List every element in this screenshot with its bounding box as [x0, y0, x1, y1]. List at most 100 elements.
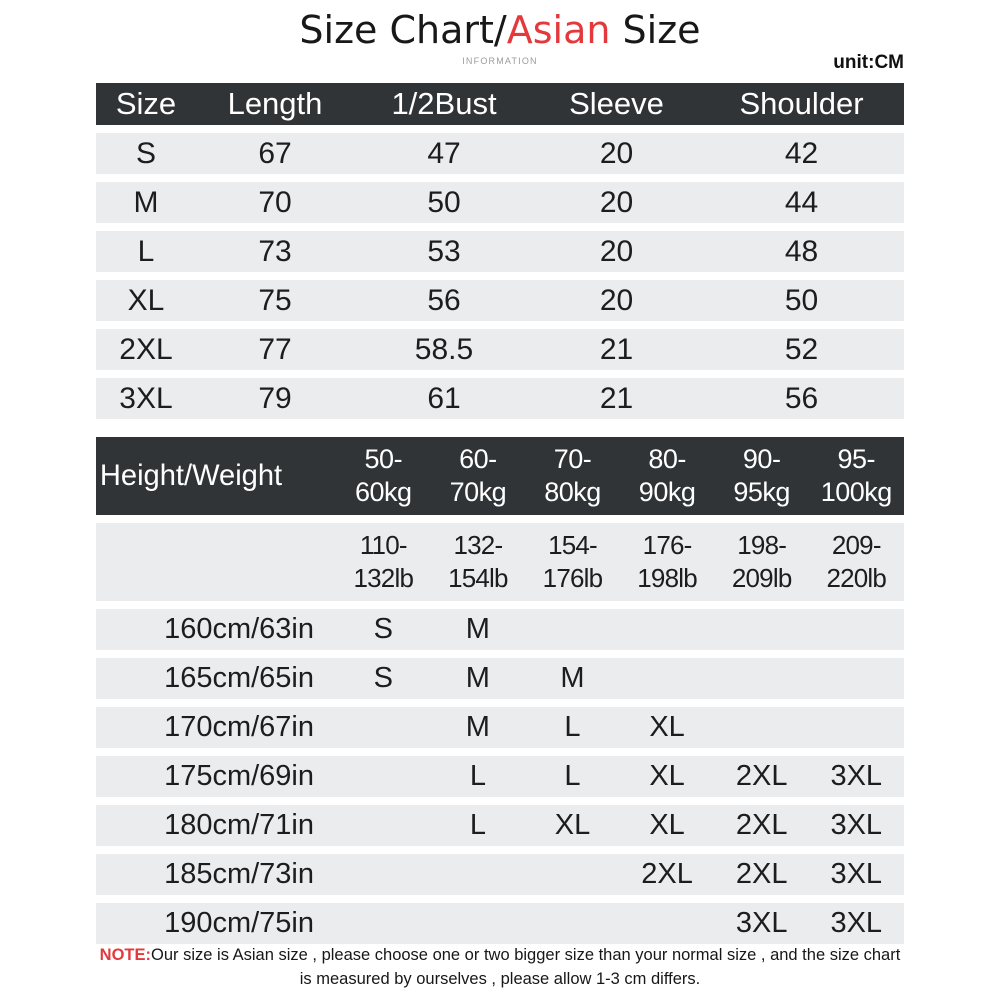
cell-height: 185cm/73in [164, 858, 314, 890]
column-header-weight-lb: 176- 198lb [637, 530, 697, 593]
unit-label: unit:CM [833, 52, 904, 73]
row-divider [96, 699, 904, 707]
fit-table-header-row: Height/Weight 50- 60kg 60- 70kg 70- 80kg 80… [96, 437, 904, 515]
row-divider [96, 515, 904, 523]
column-header-sleeve: Sleeve [569, 86, 664, 121]
cell-height: 180cm/71in [164, 809, 314, 841]
column-header-weight-kg: 70- 80kg [544, 444, 601, 507]
cell-fit-size: 2XL [735, 760, 788, 792]
column-header-size: Size [115, 86, 177, 121]
cell-size: 3XL [119, 381, 173, 415]
cell-size: S [135, 136, 156, 170]
cell-fit-size: L [469, 760, 486, 792]
table-row: 170cm/67in M L XL [96, 707, 904, 748]
row-divider [96, 846, 904, 854]
cell-half-bust: 47 [427, 136, 461, 170]
title-accent-text: Asian [506, 8, 611, 52]
column-header-weight-lb: 110- 132lb [353, 530, 414, 593]
size-measurement-table: Size Length 1/2Bust Sleeve Shoulder S 67… [96, 83, 904, 419]
title-main-text: Size Chart/ [299, 8, 507, 52]
cell-half-bust: 53 [427, 234, 461, 268]
column-header-weight-kg: 90- 95kg [733, 444, 790, 507]
cell-length: 73 [258, 234, 292, 268]
cell-sleeve: 20 [599, 234, 634, 268]
table-header-row: Size Length 1/2Bust Sleeve Shoulder [96, 83, 904, 125]
column-header-weight-lb: 209- 220lb [826, 530, 887, 593]
cell-shoulder: 56 [784, 381, 819, 415]
row-divider [96, 601, 904, 609]
page-subtitle: INFORMATION [462, 56, 538, 66]
table-row: 190cm/75in 3XL 3XL [96, 903, 904, 944]
cell-fit-size: 3XL [830, 858, 883, 890]
cell-half-bust: 50 [427, 185, 461, 219]
row-divider [96, 895, 904, 903]
table-row: 3XL 79 61 21 56 [96, 378, 904, 419]
table-row: M 70 50 20 44 [96, 182, 904, 223]
row-divider [96, 223, 904, 231]
table-row: 185cm/73in 2XL 2XL 3XL [96, 854, 904, 895]
cell-fit-size: 3XL [830, 760, 883, 792]
cell-fit-size: 3XL [830, 907, 883, 939]
cell-shoulder: 50 [784, 283, 819, 317]
table-row: 160cm/63in S M [96, 609, 904, 650]
cell-fit-size: 2XL [735, 858, 788, 890]
cell-length: 77 [258, 332, 292, 366]
cell-fit-size: 3XL [735, 907, 788, 939]
cell-sleeve: 20 [599, 136, 634, 170]
cell-fit-size: M [465, 711, 490, 743]
table-row: 165cm/65in S M M [96, 658, 904, 699]
cell-half-bust: 56 [427, 283, 461, 317]
row-divider [96, 370, 904, 378]
note-text: Our size is Asian size , please choose o… [151, 946, 901, 988]
cell-fit-size: L [469, 809, 486, 841]
row-divider [96, 272, 904, 280]
cell-sleeve: 21 [599, 332, 634, 366]
title-tail-text: Size [610, 8, 701, 52]
cell-sleeve: 20 [599, 283, 634, 317]
column-header-weight-kg: 95- 100kg [820, 444, 893, 507]
cell-fit-size: XL [649, 711, 685, 743]
cell-length: 67 [258, 136, 292, 170]
column-header-shoulder: Shoulder [739, 86, 864, 121]
cell-fit-size: S [373, 662, 393, 694]
table-row: L 73 53 20 48 [96, 231, 904, 272]
cell-fit-size: XL [649, 760, 685, 792]
cell-length: 79 [258, 381, 292, 415]
weight-pounds-row: 110- 132lb 132- 154lb 154- 176lb 176- 198lb … [96, 523, 904, 601]
cell-size: M [133, 185, 159, 219]
cell-fit-size: 2XL [641, 858, 693, 890]
cell-fit-size: XL [649, 809, 685, 841]
cell-height: 175cm/69in [164, 760, 314, 792]
cell-fit-size: L [564, 760, 581, 792]
column-header-weight-kg: 60- 70kg [449, 444, 507, 507]
column-header-weight-lb: 198- 209lb [731, 530, 792, 593]
table-row: XL 75 56 20 50 [96, 280, 904, 321]
cell-sleeve: 21 [599, 381, 634, 415]
cell-half-bust: 58.5 [414, 332, 474, 366]
table-row: 175cm/69in L L XL 2XL 3XL [96, 756, 904, 797]
cell-length: 75 [258, 283, 292, 317]
cell-size: XL [127, 283, 165, 317]
page-header: Size Chart/Asian Size INFORMATION [0, 6, 1000, 66]
column-header-half-bust: 1/2Bust [391, 86, 497, 121]
cell-fit-size: 2XL [735, 809, 788, 841]
row-divider [96, 797, 904, 805]
row-divider [96, 748, 904, 756]
cell-fit-size: M [465, 613, 490, 645]
height-weight-fit-table: Height/Weight 50- 60kg 60- 70kg 70- 80kg 80… [96, 437, 904, 944]
column-header-weight-kg: 50- 60kg [355, 444, 412, 507]
cell-height: 170cm/67in [164, 711, 314, 743]
cell-shoulder: 42 [784, 136, 819, 170]
cell-half-bust: 61 [427, 381, 461, 415]
cell-fit-size: XL [554, 809, 591, 841]
column-header-length: Length [227, 86, 323, 121]
cell-fit-size: L [564, 711, 581, 743]
column-header-weight-kg: 80- 90kg [638, 444, 696, 507]
column-header-weight-lb: 154- 176lb [542, 530, 603, 593]
cell-length: 70 [258, 185, 292, 219]
row-divider [96, 321, 904, 329]
cell-shoulder: 48 [784, 234, 819, 268]
corner-label-height-weight: Height/Weight [99, 459, 283, 492]
note-label: NOTE: [99, 946, 152, 964]
cell-shoulder: 44 [784, 185, 819, 219]
